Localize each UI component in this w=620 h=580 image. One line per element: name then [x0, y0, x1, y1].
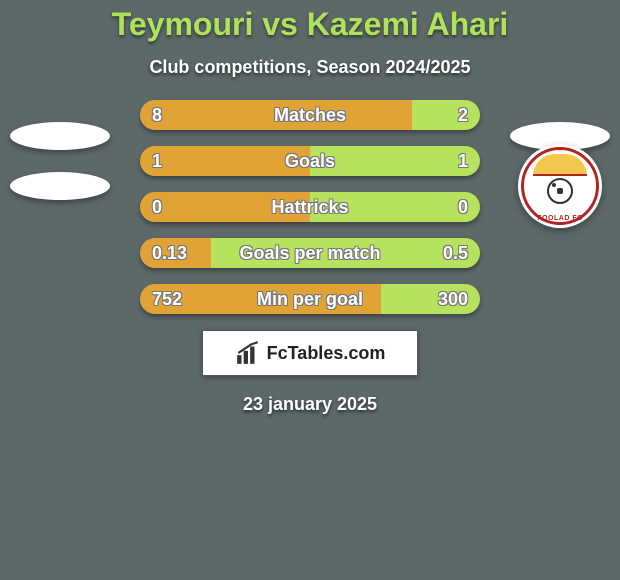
- stat-row: Goals per match0.130.5: [140, 238, 480, 268]
- brand-box: FcTables.com: [202, 330, 418, 376]
- stat-seg-right: [381, 284, 480, 314]
- stat-row: Min per goal752300: [140, 284, 480, 314]
- club-badge-foolad: FOOLAD FC: [518, 144, 602, 228]
- club-badge-label: FOOLAD FC: [537, 215, 582, 222]
- stat-seg-left: [140, 100, 412, 130]
- stat-seg-right: [310, 192, 480, 222]
- stat-seg-left: [140, 192, 310, 222]
- ellipse-placeholder: [10, 172, 110, 200]
- page-title: Teymouri vs Kazemi Ahari: [0, 0, 620, 43]
- comparison-panel: FOOLAD FC Matches82 Goals11 Hattricks00 Goa…: [0, 100, 620, 415]
- stat-row: Goals11: [140, 146, 480, 176]
- subtitle: Club competitions, Season 2024/2025: [0, 57, 620, 78]
- stat-bars: Matches82 Goals11 Hattricks00 Goals per mat…: [140, 100, 480, 314]
- stat-row: Hattricks00: [140, 192, 480, 222]
- stat-seg-right: [310, 146, 480, 176]
- player-right-club-badge: FOOLAD FC: [510, 146, 610, 226]
- stat-seg-left: [140, 146, 310, 176]
- player-left-badge-2: [10, 146, 110, 226]
- stat-row: Matches82: [140, 100, 480, 130]
- brand-text: FcTables.com: [267, 343, 386, 364]
- stat-seg-right: [211, 238, 480, 268]
- stat-seg-left: [140, 284, 381, 314]
- stat-seg-right: [412, 100, 480, 130]
- date-label: 23 january 2025: [0, 394, 620, 415]
- bar-chart-icon: [235, 340, 261, 366]
- stat-seg-left: [140, 238, 211, 268]
